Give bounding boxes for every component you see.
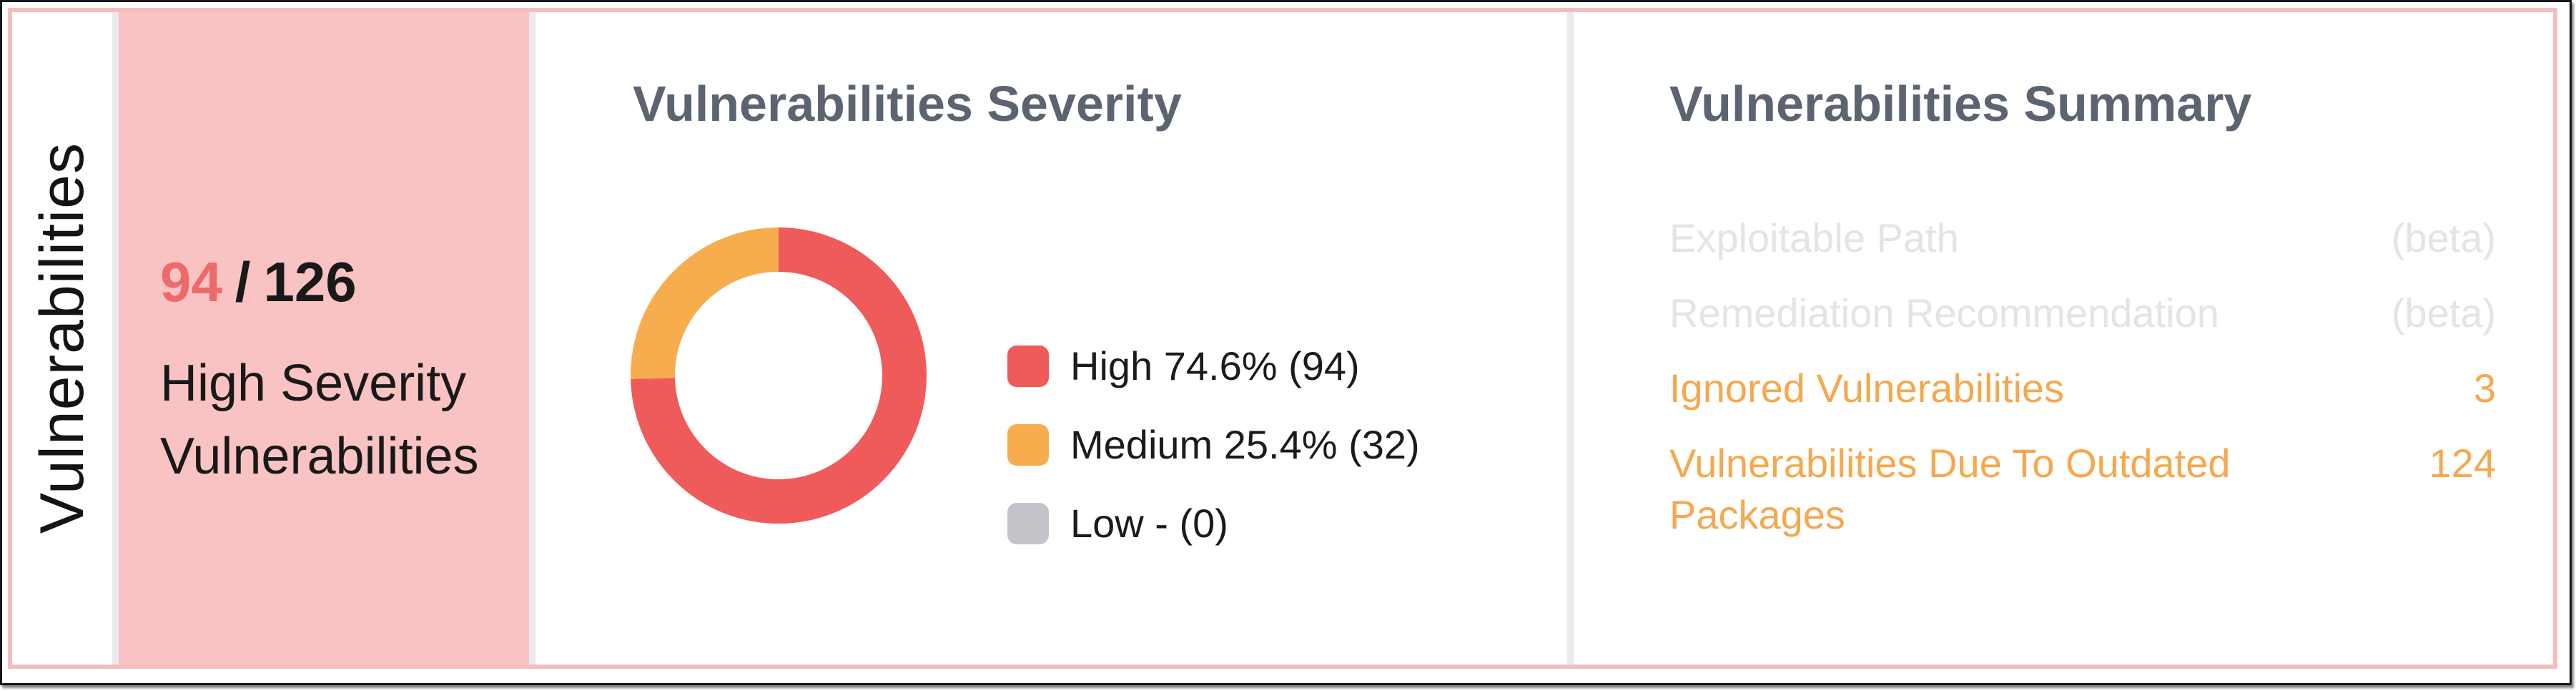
severity-donut-chart [631, 227, 927, 524]
summary-row-outdated-packages[interactable]: Vulnerabilities Due To Outdated Packages… [1669, 438, 2496, 541]
summary-section-title: Vulnerabilities Summary [1669, 76, 2252, 132]
legend-label-medium: Medium 25.4% (32) [1070, 422, 1420, 467]
count-separator: / [235, 250, 251, 313]
panel-side-label: Vulnerabilities [12, 12, 112, 665]
summary-row-value: 124 [2429, 441, 2496, 486]
summary-row-value: (beta) [2391, 290, 2496, 335]
high-severity-highlight-card: 94/126 High Severity Vulnerabilities [119, 12, 529, 665]
legend-item-low: Low - (0) [1007, 500, 1420, 547]
legend-label-high: High 74.6% (94) [1070, 343, 1360, 388]
legend-item-high: High 74.6% (94) [1007, 343, 1420, 389]
vulnerabilities-summary-section: Vulnerabilities Summary Exploitable Path… [1574, 12, 2553, 665]
high-severity-count: 94/126 [160, 250, 357, 315]
severity-section-title: Vulnerabilities Severity [633, 76, 1182, 132]
total-count-value: 126 [263, 250, 357, 313]
high-count-value: 94 [160, 250, 222, 313]
panel-body: Vulnerabilities 94/126 High Severity Vul… [8, 8, 2557, 669]
summary-row-value: 3 [2473, 366, 2496, 411]
severity-legend: High 74.6% (94) Medium 25.4% (32) Low - … [1007, 343, 1420, 547]
donut-segment-medium [631, 227, 927, 524]
summary-row-label: Vulnerabilities Due To Outdated Packages [1669, 441, 2231, 537]
legend-swatch-high [1007, 345, 1049, 387]
summary-row-exploitable-path: Exploitable Path (beta) [1669, 212, 2496, 264]
legend-swatch-low [1007, 502, 1049, 544]
summary-row-ignored-vulnerabilities[interactable]: Ignored Vulnerabilities 3 [1669, 363, 2496, 414]
summary-row-label: Remediation Recommendation [1669, 290, 2219, 335]
summary-row-remediation-recommendation: Remediation Recommendation (beta) [1669, 288, 2496, 339]
legend-item-medium: Medium 25.4% (32) [1007, 421, 1420, 468]
vulnerabilities-severity-section: Vulnerabilities Severity High 74.6% (94)… [536, 12, 1567, 665]
high-severity-caption: High Severity Vulnerabilities [160, 355, 479, 485]
panel-title-vertical: Vulnerabilities [27, 142, 97, 534]
summary-rows: Exploitable Path (beta) Remediation Reco… [1669, 212, 2496, 564]
summary-row-label: Exploitable Path [1669, 215, 1959, 260]
summary-row-label: Ignored Vulnerabilities [1669, 366, 2065, 411]
legend-label-low: Low - (0) [1070, 501, 1228, 546]
summary-row-value: (beta) [2391, 215, 2496, 260]
legend-swatch-medium [1007, 423, 1049, 466]
